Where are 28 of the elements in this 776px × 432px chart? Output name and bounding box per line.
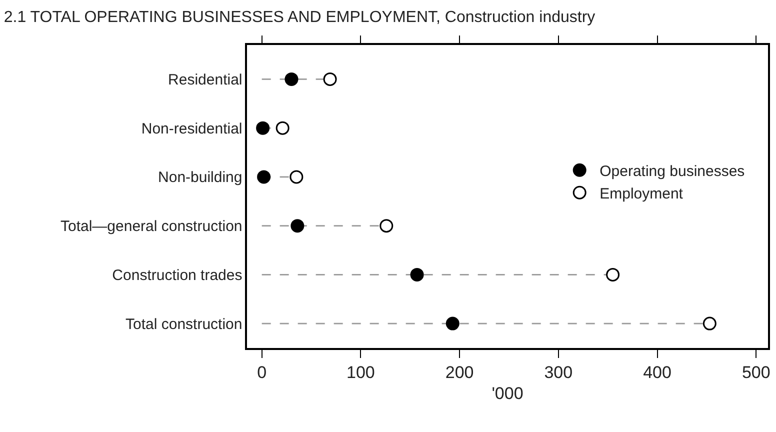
- y-tick-label: Non-building: [158, 169, 242, 186]
- legend-label: Employment: [600, 185, 684, 202]
- x-tick-label: 400: [643, 363, 672, 382]
- point: [380, 219, 394, 233]
- chart-title: 2.1 TOTAL OPERATING BUSINESSES AND EMPLOYMENT, Construction industry: [4, 9, 596, 26]
- point: [290, 170, 304, 184]
- point: [446, 316, 460, 330]
- legend-label: Operating businesses: [600, 162, 745, 180]
- y-tick-label: Residential: [168, 71, 242, 88]
- x-axis-title: '000: [492, 384, 524, 404]
- x-tick-label: 100: [346, 363, 375, 382]
- point: [323, 72, 337, 86]
- point: [290, 219, 304, 233]
- y-tick-label: Construction trades: [112, 266, 242, 284]
- x-tick-label: 0: [257, 363, 267, 382]
- point: [410, 268, 424, 282]
- point: [276, 121, 290, 135]
- point: [702, 316, 716, 330]
- y-tick-label: Total—general construction: [60, 218, 242, 236]
- point: [256, 121, 270, 135]
- point: [257, 170, 271, 184]
- point: [284, 72, 298, 86]
- x-tick-label: 300: [544, 363, 573, 382]
- x-tick-label: 200: [445, 363, 474, 382]
- point: [606, 268, 620, 282]
- x-tick-label: 500: [742, 363, 770, 382]
- y-tick-label: Non-residential: [141, 120, 242, 138]
- y-tick-label: Total construction: [126, 316, 242, 333]
